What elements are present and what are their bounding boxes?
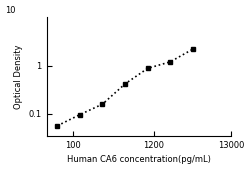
Y-axis label: Optical Density: Optical Density (14, 44, 23, 109)
X-axis label: Human CA6 concentration(pg/mL): Human CA6 concentration(pg/mL) (67, 155, 211, 164)
Text: 10: 10 (6, 6, 16, 15)
